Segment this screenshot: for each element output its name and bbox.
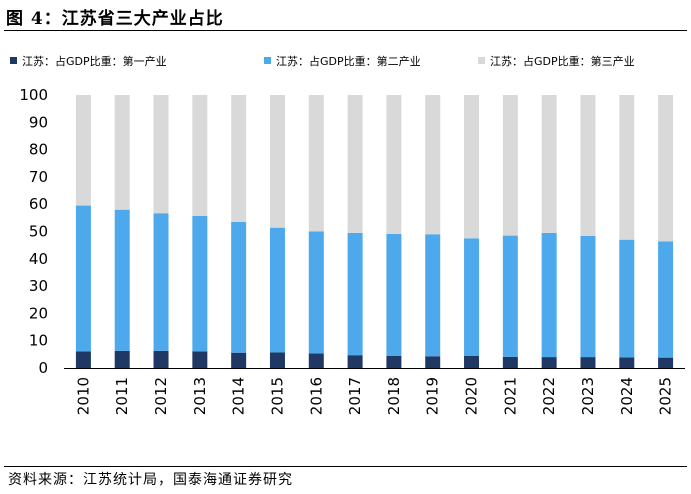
bar-2018-series-3 [386, 95, 402, 234]
bar-2024-series-1 [619, 357, 635, 368]
bar-2025-series-3 [658, 95, 674, 242]
title-divider [4, 30, 687, 31]
bars [75, 95, 674, 368]
source-note: 资料来源：江苏统计局，国泰海通证券研究 [8, 472, 293, 488]
y-tick-label-50: 50 [29, 223, 48, 241]
bar-2019-series-3 [425, 95, 441, 235]
bar-2014-series-2 [231, 221, 247, 353]
x-tick-label-2020: 2020 [463, 377, 481, 415]
x-tick-label-2011: 2011 [113, 377, 131, 415]
legend-label-2: 江苏：占GDP比重：第二产业 [276, 54, 421, 68]
bar-2022-series-3 [541, 95, 557, 233]
bar-2023-series-2 [580, 235, 596, 358]
bar-2010-series-3 [75, 95, 91, 206]
bar-2017-series-3 [347, 95, 363, 233]
bar-2016-series-1 [308, 353, 324, 368]
bar-2015-series-3 [269, 95, 285, 228]
x-tick-label-2018: 2018 [385, 377, 403, 415]
bar-2011-series-1 [114, 350, 130, 368]
legend: 江苏：占GDP比重：第一产业 江苏：占GDP比重：第二产业 江苏：占GDP比重：第三… [10, 54, 635, 68]
bar-2012-series-3 [153, 95, 169, 214]
bar-2014-series-1 [231, 352, 247, 368]
bar-2010-series-1 [75, 351, 91, 368]
x-axis: 2010 2011 2012 2013 2014 2015 2016 2017 2018 2019… [64, 368, 685, 415]
bar-2019-series-1 [425, 356, 441, 368]
y-tick-label-80: 80 [29, 141, 48, 159]
x-tick-label-2012: 2012 [152, 377, 170, 415]
legend-label-1: 江苏：占GDP比重：第一产业 [22, 54, 167, 68]
figure-title: 图 4：江苏省三大产业占比 [6, 9, 224, 29]
bar-2015-series-2 [269, 227, 285, 353]
bar-2018-series-1 [386, 355, 402, 368]
bar-2019-series-2 [425, 234, 441, 357]
bar-2025-series-1 [658, 357, 674, 368]
y-tick-label-100: 100 [19, 86, 48, 104]
y-tick-label-90: 90 [29, 113, 48, 131]
y-tick-label-20: 20 [29, 304, 48, 322]
x-tick-label-2019: 2019 [424, 377, 442, 415]
bar-2025-series-2 [658, 241, 674, 358]
x-tick-label-2010: 2010 [74, 377, 92, 415]
bar-2021-series-1 [502, 356, 518, 368]
x-tick-label-2021: 2021 [501, 377, 519, 415]
bar-2022-series-1 [541, 357, 557, 368]
x-tick-label-2013: 2013 [191, 377, 209, 415]
y-tick-label-70: 70 [29, 168, 48, 186]
bar-2020-series-3 [464, 95, 480, 239]
bar-2021-series-3 [502, 95, 518, 236]
bar-2013-series-2 [192, 215, 208, 352]
x-tick-label-2024: 2024 [618, 377, 636, 415]
y-tick-label-60: 60 [29, 195, 48, 213]
y-tick-label-40: 40 [29, 250, 48, 268]
bar-2011-series-3 [114, 95, 130, 210]
bar-2024-series-2 [619, 239, 635, 358]
y-tick-label-30: 30 [29, 277, 48, 295]
bar-2012-series-2 [153, 213, 169, 351]
bar-2012-series-1 [153, 350, 169, 368]
x-tick-label-2015: 2015 [268, 377, 286, 415]
bar-2011-series-2 [114, 209, 130, 351]
source-divider [4, 466, 687, 467]
y-tick-label-10: 10 [29, 332, 48, 350]
bar-2018-series-2 [386, 233, 402, 356]
x-tick-label-2025: 2025 [657, 377, 675, 415]
legend-swatch-1 [10, 57, 17, 64]
x-tick-label-2016: 2016 [307, 377, 325, 415]
x-tick-label-2022: 2022 [540, 377, 558, 415]
x-tick-label-2014: 2014 [230, 377, 248, 415]
bar-2024-series-3 [619, 95, 635, 240]
x-tick-label-2017: 2017 [346, 377, 364, 415]
bar-2023-series-3 [580, 95, 596, 236]
x-tick-label-2023: 2023 [579, 377, 597, 415]
bar-2016-series-3 [308, 95, 324, 232]
bar-2020-series-2 [464, 238, 480, 356]
bar-2010-series-2 [75, 205, 91, 352]
bar-2015-series-1 [269, 352, 285, 368]
bar-2020-series-1 [464, 355, 480, 368]
bar-2022-series-2 [541, 232, 557, 358]
legend-swatch-3 [478, 57, 485, 64]
bar-2013-series-3 [192, 95, 208, 216]
bar-2013-series-1 [192, 351, 208, 368]
y-axis: 0 10 20 30 40 50 60 70 80 90 100 [19, 86, 48, 377]
bar-2017-series-2 [347, 232, 363, 356]
bar-2014-series-3 [231, 95, 247, 222]
y-tick-label-0: 0 [38, 359, 48, 377]
bar-2017-series-1 [347, 355, 363, 368]
stacked-bar-chart: 江苏：占GDP比重：第一产业 江苏：占GDP比重：第二产业 江苏：占GDP比重：第三… [10, 54, 685, 415]
bar-2021-series-2 [502, 235, 518, 357]
bar-2016-series-2 [308, 231, 324, 354]
legend-label-3: 江苏：占GDP比重：第三产业 [490, 54, 635, 68]
bar-2023-series-1 [580, 357, 596, 368]
legend-swatch-2 [264, 57, 271, 64]
